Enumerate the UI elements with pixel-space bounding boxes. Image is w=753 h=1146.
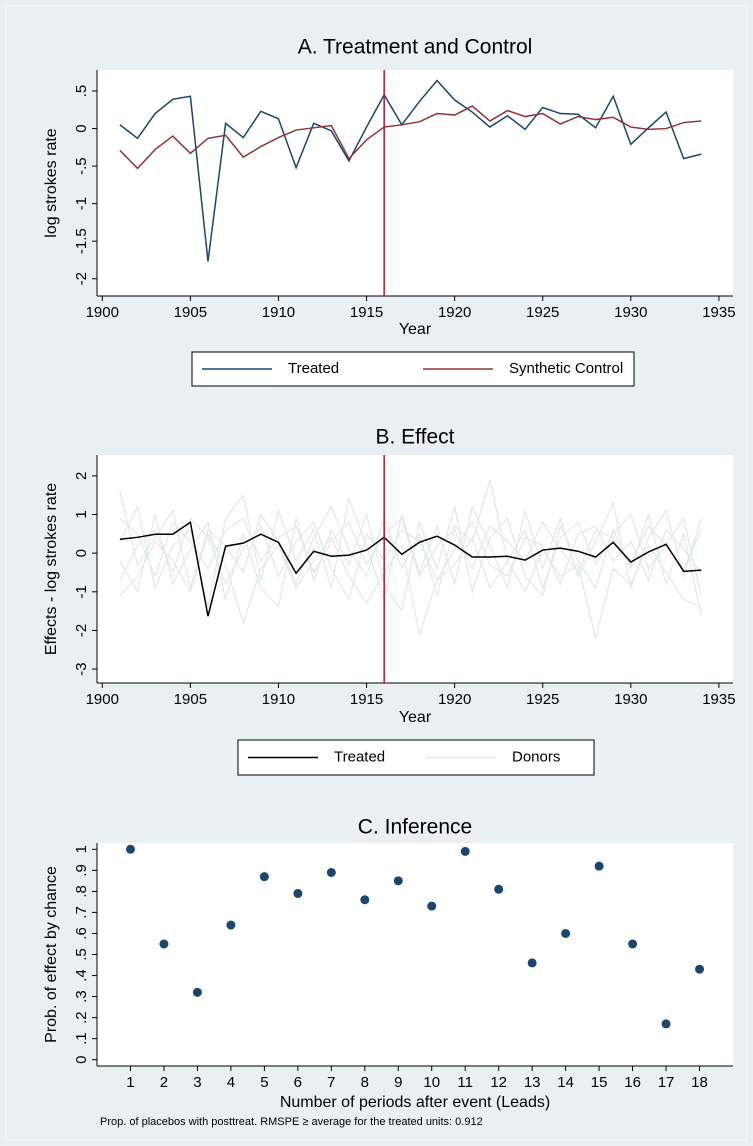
series-line xyxy=(119,105,702,170)
y-tick-label: .9 xyxy=(73,864,90,877)
legend-label: Donors xyxy=(512,748,560,765)
x-tick-label: 5 xyxy=(260,1074,268,1091)
point xyxy=(561,928,571,938)
y-tick-label: -1 xyxy=(73,197,90,210)
point xyxy=(326,867,336,877)
x-tick-label: 1 xyxy=(126,1074,134,1091)
x-tick-label: 1925 xyxy=(526,304,559,321)
point xyxy=(695,964,705,974)
point xyxy=(125,844,135,854)
point xyxy=(226,920,236,930)
y-axis-label: Prob. of effect by chance xyxy=(43,866,60,1043)
x-tick-label: 1920 xyxy=(438,304,471,321)
x-tick-label: 18 xyxy=(691,1074,708,1091)
y-tick-label: 2 xyxy=(73,472,90,480)
x-tick-label: 11 xyxy=(457,1074,473,1091)
point xyxy=(661,1019,671,1029)
point xyxy=(360,895,370,905)
point xyxy=(293,888,303,898)
y-tick-label: .5 xyxy=(73,85,90,98)
y-tick-label: 0 xyxy=(73,549,90,557)
point xyxy=(628,939,638,949)
donor-line xyxy=(119,506,702,616)
x-tick-label: 1905 xyxy=(174,691,207,708)
y-tick-label: 1 xyxy=(73,510,90,518)
x-tick-label: 1930 xyxy=(614,691,647,708)
y-tick-label: -1 xyxy=(73,585,90,598)
x-tick-label: 4 xyxy=(227,1074,235,1091)
x-tick-label: 12 xyxy=(490,1074,507,1091)
chart-title: C. Inference xyxy=(358,816,472,839)
x-tick-label: 6 xyxy=(294,1074,302,1091)
x-tick-label: 2 xyxy=(160,1074,168,1091)
x-tick-label: 1915 xyxy=(350,691,383,708)
point xyxy=(427,901,437,911)
donor-line xyxy=(119,532,702,639)
x-tick-label: 1900 xyxy=(86,304,119,321)
x-tick-label: 1910 xyxy=(262,304,295,321)
series-line xyxy=(119,520,702,617)
chart-title: B. Effect xyxy=(376,426,455,449)
x-tick-label: 1910 xyxy=(262,691,295,708)
y-tick-label: .3 xyxy=(73,990,90,1003)
y-tick-label: -.5 xyxy=(73,157,90,175)
point xyxy=(460,846,470,856)
point xyxy=(494,884,504,894)
y-tick-label: -3 xyxy=(73,662,90,675)
x-tick-label: 3 xyxy=(193,1074,201,1091)
y-tick-label: .2 xyxy=(73,1011,90,1024)
point xyxy=(259,872,269,882)
y-tick-label: -1.5 xyxy=(73,228,90,254)
y-tick-label: -2 xyxy=(73,624,90,637)
x-tick-label: 7 xyxy=(327,1074,335,1091)
x-tick-label: 1925 xyxy=(526,691,559,708)
x-tick-label: 1900 xyxy=(86,691,119,708)
y-tick-label: -2 xyxy=(73,272,90,285)
x-tick-label: 10 xyxy=(423,1074,440,1091)
x-tick-label: 15 xyxy=(591,1074,608,1091)
legend-label: Treated xyxy=(334,748,385,765)
y-tick-label: .6 xyxy=(73,927,90,940)
x-tick-label: 13 xyxy=(524,1074,541,1091)
legend-label: Treated xyxy=(288,360,339,377)
x-axis-label: Year xyxy=(399,321,432,338)
legend-label: Synthetic Control xyxy=(509,360,623,377)
y-tick-label: 0 xyxy=(73,1056,90,1064)
point xyxy=(159,939,169,949)
y-tick-label: .5 xyxy=(73,948,90,961)
x-tick-label: 1915 xyxy=(350,304,383,321)
x-tick-label: 1935 xyxy=(702,304,735,321)
y-tick-label: .8 xyxy=(73,885,90,898)
x-tick-label: 1930 xyxy=(614,304,647,321)
y-axis-label: log strokes rate xyxy=(43,128,60,237)
x-tick-label: 16 xyxy=(624,1074,641,1091)
point xyxy=(594,861,604,871)
plot-area xyxy=(97,70,733,296)
chart-title: A. Treatment and Control xyxy=(298,36,533,59)
y-axis-label: Effects - log strokes rate xyxy=(43,483,60,655)
plot-area xyxy=(97,843,733,1066)
x-axis-label: Year xyxy=(399,709,432,726)
y-tick-label: 1 xyxy=(73,845,90,853)
series-line xyxy=(119,79,702,262)
x-tick-label: 8 xyxy=(361,1074,369,1091)
y-tick-label: 0 xyxy=(73,124,90,132)
x-tick-label: 9 xyxy=(394,1074,402,1091)
point xyxy=(393,876,403,886)
point xyxy=(192,987,202,997)
x-tick-label: 17 xyxy=(658,1074,675,1091)
point xyxy=(527,958,537,968)
note: Prop. of placebos with posttreat. RMSPE … xyxy=(100,1116,483,1128)
y-tick-label: .1 xyxy=(73,1032,90,1045)
y-tick-label: .4 xyxy=(73,969,90,982)
x-tick-label: 14 xyxy=(557,1074,574,1091)
x-axis-label: Number of periods after event (Leads) xyxy=(280,1094,550,1111)
x-tick-label: 1920 xyxy=(438,691,471,708)
x-tick-label: 1905 xyxy=(174,304,207,321)
x-tick-label: 1935 xyxy=(702,691,735,708)
y-tick-label: .7 xyxy=(73,906,90,919)
